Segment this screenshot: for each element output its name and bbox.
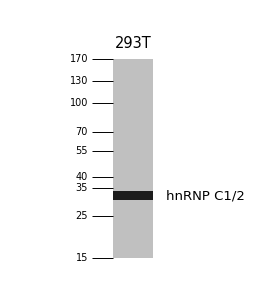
Bar	[113, 59, 153, 258]
Text: 70: 70	[76, 127, 88, 137]
Text: 100: 100	[70, 98, 88, 107]
Text: 170: 170	[70, 54, 88, 64]
Text: 25: 25	[75, 211, 88, 221]
Text: 130: 130	[70, 76, 88, 86]
Text: 15: 15	[76, 253, 88, 263]
Text: 35: 35	[76, 183, 88, 194]
Text: 55: 55	[75, 146, 88, 156]
Text: hnRNP C1/2: hnRNP C1/2	[166, 189, 245, 202]
Text: 293T: 293T	[115, 36, 151, 51]
Text: 40: 40	[76, 172, 88, 182]
Bar	[113, 191, 153, 200]
